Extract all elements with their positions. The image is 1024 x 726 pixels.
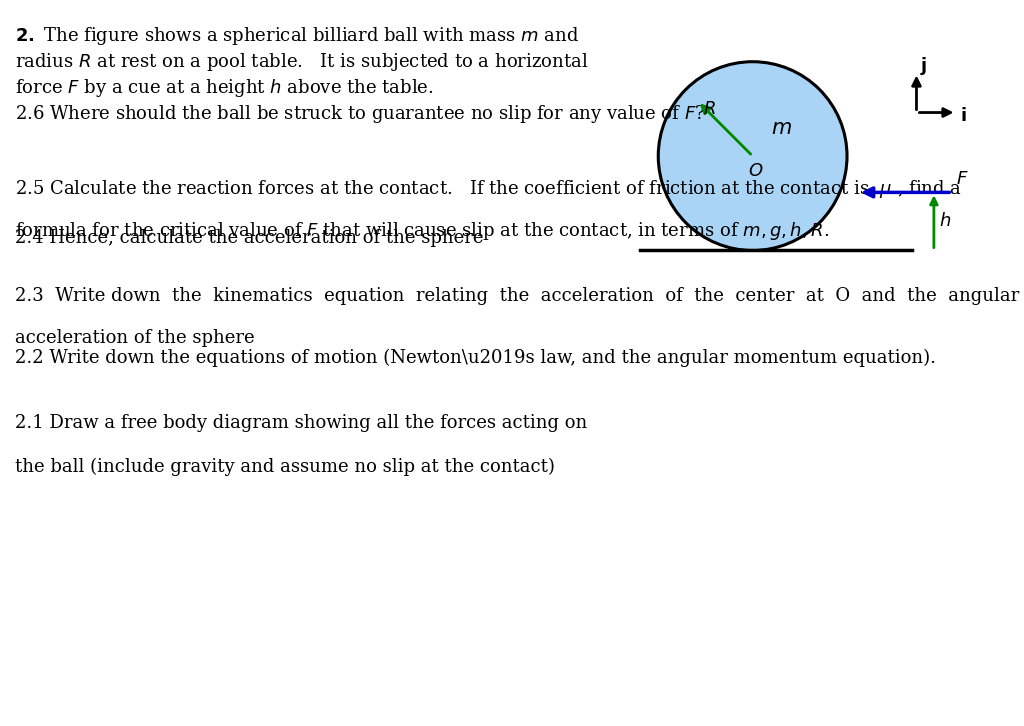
Text: radius $R$ at rest on a pool table.   It is subjected to a horizontal: radius $R$ at rest on a pool table. It i… bbox=[15, 51, 589, 73]
Text: 2.3  Write down  the  kinematics  equation  relating  the  acceleration  of  the: 2.3 Write down the kinematics equation r… bbox=[15, 287, 1020, 305]
Text: $\mathbf{j}$: $\mathbf{j}$ bbox=[921, 54, 928, 77]
Text: $O$: $O$ bbox=[748, 162, 763, 180]
Text: 2.4 Hence, calculate the acceleration of the sphere: 2.4 Hence, calculate the acceleration of… bbox=[15, 229, 484, 247]
Text: acceleration of the sphere: acceleration of the sphere bbox=[15, 329, 255, 347]
Text: $R$: $R$ bbox=[702, 100, 716, 118]
Text: $m$: $m$ bbox=[771, 118, 792, 138]
Text: the ball (include gravity and assume no slip at the contact): the ball (include gravity and assume no … bbox=[15, 457, 555, 476]
Text: $\mathbf{i}$: $\mathbf{i}$ bbox=[961, 107, 967, 125]
Text: 2.6 Where should the ball be struck to guarantee no slip for any value of $F$?: 2.6 Where should the ball be struck to g… bbox=[15, 103, 706, 125]
Text: 2.2 Write down the equations of motion (Newton\u2019s law, and the angular momen: 2.2 Write down the equations of motion (… bbox=[15, 348, 936, 367]
Text: formula for the critical value of $F$ that will cause slip at the contact, in te: formula for the critical value of $F$ th… bbox=[15, 220, 829, 242]
Text: 2.1 Draw a free body diagram showing all the forces acting on: 2.1 Draw a free body diagram showing all… bbox=[15, 414, 588, 432]
Text: $\mathbf{2.}$ The figure shows a spherical billiard ball with mass $m$ and: $\mathbf{2.}$ The figure shows a spheric… bbox=[15, 25, 580, 46]
Circle shape bbox=[658, 62, 847, 250]
Text: $F$: $F$ bbox=[956, 171, 969, 188]
Text: 2.5 Calculate the reaction forces at the contact.   If the coefficient of fricti: 2.5 Calculate the reaction forces at the… bbox=[15, 178, 963, 200]
Text: $h$: $h$ bbox=[939, 213, 951, 230]
Text: force $F$ by a cue at a height $h$ above the table.: force $F$ by a cue at a height $h$ above… bbox=[15, 77, 434, 99]
